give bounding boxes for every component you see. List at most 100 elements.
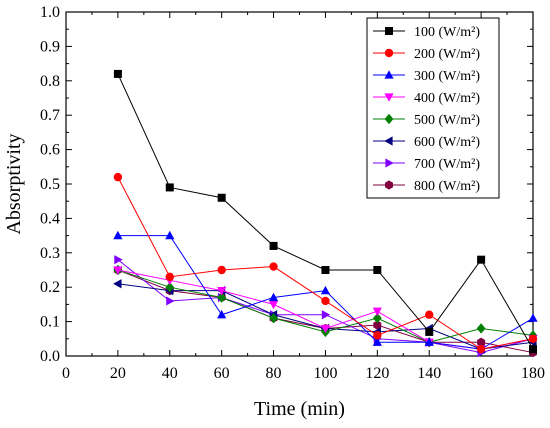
series-line xyxy=(117,269,534,350)
x-tick-label: 140 xyxy=(417,365,441,382)
series-group xyxy=(113,69,538,358)
legend-item: 800 (W/m²) xyxy=(373,179,480,194)
data-point xyxy=(528,313,538,322)
x-tick-label: 0 xyxy=(62,365,70,382)
legend-marker xyxy=(384,93,394,102)
legend-marker xyxy=(385,180,393,190)
y-tick-label: 0.6 xyxy=(40,142,60,159)
data-point xyxy=(320,285,331,295)
x-tick-label: 120 xyxy=(365,365,389,382)
legend-label: 400 (W/m²) xyxy=(414,91,480,106)
x-tick-label: 80 xyxy=(266,365,282,382)
x-tick-label: 180 xyxy=(521,365,545,382)
legend-item: 700 (W/m²) xyxy=(373,157,480,172)
data-point xyxy=(114,255,123,265)
data-point xyxy=(373,331,382,340)
data-point xyxy=(372,312,382,324)
y-tick-label: 0.8 xyxy=(40,73,60,90)
data-point xyxy=(165,183,174,192)
data-point xyxy=(113,230,123,240)
data-point xyxy=(166,296,175,306)
data-point xyxy=(477,255,486,264)
legend-item: 100 (W/m²) xyxy=(373,25,480,40)
data-point xyxy=(372,307,382,317)
y-tick-label: 0.1 xyxy=(40,314,60,331)
data-point xyxy=(217,193,226,202)
data-point xyxy=(269,241,278,250)
data-point xyxy=(477,337,486,347)
x-tick-label: 60 xyxy=(214,365,230,382)
legend-marker xyxy=(384,48,394,58)
series-2 xyxy=(113,172,538,354)
legend-marker xyxy=(384,136,393,146)
x-axis-title: Time (min) xyxy=(254,398,345,420)
legend-item: 400 (W/m²) xyxy=(373,91,480,106)
x-tick-label: 100 xyxy=(313,365,337,382)
data-point xyxy=(165,282,175,293)
legend-item: 200 (W/m²) xyxy=(373,47,480,62)
y-tick-label: 0.5 xyxy=(40,176,60,193)
data-point xyxy=(425,327,434,336)
series-3 xyxy=(113,230,538,353)
data-point xyxy=(321,296,330,306)
data-point xyxy=(476,344,486,354)
data-point xyxy=(165,230,175,240)
data-point xyxy=(373,320,382,330)
x-tick-label: 160 xyxy=(469,365,493,382)
data-point xyxy=(165,272,174,282)
legend-marker xyxy=(384,70,394,79)
y-tick-label: 1.0 xyxy=(40,4,60,21)
data-point xyxy=(113,69,122,78)
data-point xyxy=(320,324,331,334)
data-point xyxy=(268,292,279,302)
data-point xyxy=(321,310,331,320)
y-tick-label: 0.4 xyxy=(40,210,60,227)
series-4 xyxy=(113,266,538,354)
x-tick-label: 20 xyxy=(110,365,126,382)
data-point xyxy=(425,310,434,319)
legend-item: 600 (W/m²) xyxy=(373,135,480,150)
data-point xyxy=(373,266,382,274)
legend-label: 200 (W/m²) xyxy=(414,47,480,62)
series-8 xyxy=(113,265,537,358)
legend-label: 100 (W/m²) xyxy=(414,25,480,40)
legend-label: 700 (W/m²) xyxy=(414,157,480,172)
legend-marker xyxy=(384,113,394,125)
data-point xyxy=(113,266,123,275)
data-point xyxy=(529,345,537,354)
data-point xyxy=(528,334,538,343)
series-1 xyxy=(113,69,537,354)
series-line xyxy=(117,176,534,350)
data-point xyxy=(113,172,123,182)
legend-marker xyxy=(385,158,394,168)
data-point xyxy=(321,266,330,274)
data-point xyxy=(269,262,278,271)
data-point xyxy=(372,337,382,346)
data-point xyxy=(217,292,227,303)
y-tick-label: 0.2 xyxy=(40,279,60,296)
legend-marker xyxy=(385,27,393,35)
data-point xyxy=(269,312,278,324)
data-point xyxy=(424,337,434,346)
y-tick-label: 0.0 xyxy=(40,348,60,365)
legend-box xyxy=(366,17,500,199)
y-axis-title: Absorptivity xyxy=(3,133,25,234)
legend-label: 500 (W/m²) xyxy=(414,113,480,128)
legend-item: 500 (W/m²) xyxy=(373,113,480,128)
data-point xyxy=(476,323,486,334)
y-tick-label: 0.3 xyxy=(40,245,60,262)
legend-label: 600 (W/m²) xyxy=(414,135,480,150)
data-point xyxy=(268,300,279,310)
data-point xyxy=(217,265,226,275)
data-point xyxy=(113,279,122,289)
x-tick-label: 40 xyxy=(162,365,178,382)
series-5 xyxy=(113,264,538,348)
data-point xyxy=(217,309,227,319)
y-tick-label: 0.9 xyxy=(40,38,60,55)
legend-label: 300 (W/m²) xyxy=(414,69,480,84)
legend: 100 (W/m²) 200 (W/m²) 300 (W/m²) 400 (W/m²)… xyxy=(366,17,500,199)
axes-group: 0 20 40 60 80 100 120 140 160 180 0.0 0.1 0.2 0.3 0.4 0… xyxy=(40,4,545,382)
y-tick-label: 0.7 xyxy=(40,107,60,124)
